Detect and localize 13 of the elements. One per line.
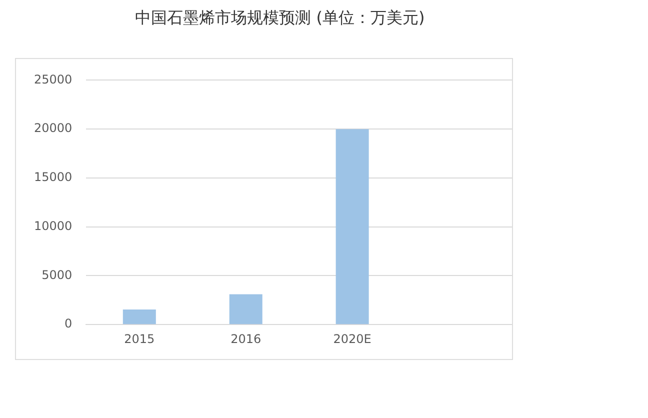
y-tick-label: 5000 — [42, 268, 72, 282]
bar — [336, 129, 369, 324]
x-tick-label: 2015 — [124, 332, 155, 346]
bar — [122, 309, 156, 324]
y-tick-label: 25000 — [34, 72, 72, 86]
chart-title: 中国石墨烯市场规模预测 (单位：万美元) — [134, 8, 426, 29]
y-tick-label: 15000 — [34, 170, 72, 184]
y-tick-label: 10000 — [34, 218, 72, 233]
bar — [229, 294, 262, 324]
y-tick-label: 20000 — [34, 121, 72, 136]
x-tick-label: 2020E — [333, 332, 372, 346]
y-tick-label: 0 — [64, 316, 72, 331]
x-tick-label: 2016 — [230, 332, 262, 346]
